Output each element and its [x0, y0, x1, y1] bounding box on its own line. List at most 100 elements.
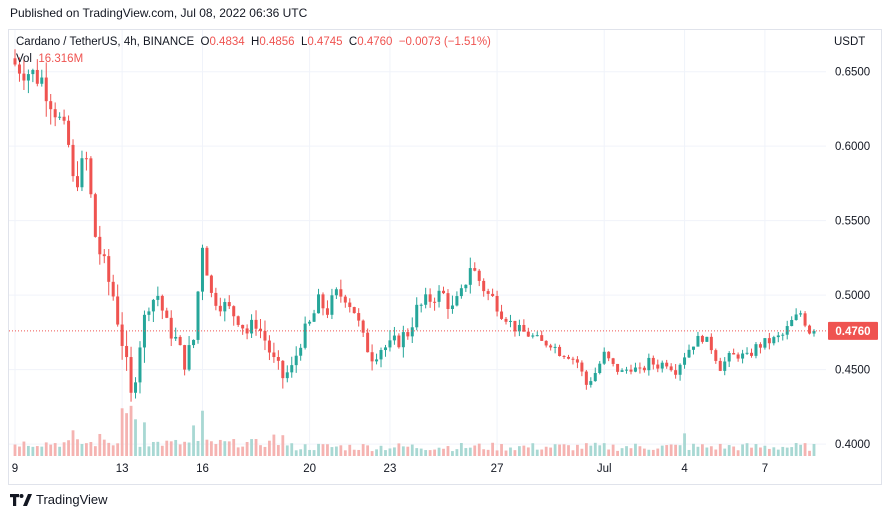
- candle-body: [808, 325, 812, 334]
- volume-bar: [732, 446, 736, 456]
- x-tick-label: 13: [116, 463, 129, 475]
- candle-body: [71, 144, 75, 177]
- volume-bar: [375, 449, 378, 456]
- volume-bar: [692, 443, 695, 456]
- x-tick-label: 23: [384, 463, 397, 475]
- candle-body: [125, 345, 129, 358]
- volume-bar: [44, 442, 48, 456]
- x-tick-label: 16: [196, 463, 209, 475]
- volume-bar: [531, 443, 535, 456]
- candle-body: [566, 356, 570, 359]
- volume-bar: [205, 439, 209, 456]
- low-label: L: [300, 36, 308, 48]
- candle-body: [111, 281, 115, 297]
- open-label: O: [200, 36, 210, 48]
- volume-bar: [62, 442, 66, 456]
- chart-frame[interactable]: [8, 29, 882, 485]
- volume-bar: [214, 444, 218, 456]
- volume-bar: [174, 439, 178, 456]
- candle-body: [508, 320, 512, 322]
- volume-bar: [40, 446, 44, 456]
- close-value: 0.4760: [357, 36, 393, 48]
- volume-bar: [558, 444, 561, 456]
- candle-body: [647, 357, 651, 371]
- candle-body: [549, 345, 553, 348]
- candle-body: [709, 336, 713, 351]
- candle-body: [683, 357, 687, 365]
- volume-bar: [611, 444, 615, 456]
- candle-body: [22, 73, 26, 81]
- volume-bar: [647, 449, 651, 456]
- volume-bar: [656, 448, 660, 456]
- candle-body: [544, 340, 548, 346]
- candle-body: [339, 289, 343, 297]
- candle-body: [611, 358, 615, 364]
- candle-body: [254, 319, 258, 329]
- volume-bar: [143, 422, 146, 456]
- open-value: 0.4834: [209, 36, 245, 48]
- volume-bar: [486, 449, 490, 456]
- candle-body: [620, 370, 624, 372]
- volume-bar: [303, 444, 307, 456]
- candle-body: [75, 176, 79, 188]
- candle-body: [218, 305, 222, 312]
- volume-bar: [241, 446, 245, 456]
- volume-bar: [85, 443, 88, 456]
- candle-body: [638, 367, 642, 369]
- candle-body: [642, 367, 646, 371]
- volume-bar: [607, 449, 611, 456]
- tradingview-brand[interactable]: TradingView: [10, 492, 108, 507]
- x-tick-label: 7: [762, 463, 768, 475]
- candle-body: [392, 335, 396, 341]
- candle-body: [183, 345, 187, 370]
- candle-body: [651, 357, 655, 365]
- candle-body: [674, 370, 678, 375]
- volume-bar: [330, 447, 334, 456]
- volume-bar: [790, 447, 794, 456]
- candle-body: [767, 338, 771, 344]
- candle-body: [415, 304, 419, 328]
- volume-bar: [629, 448, 633, 456]
- candle-body: [276, 357, 280, 361]
- candle-body: [486, 291, 490, 294]
- candle-body: [781, 334, 785, 336]
- candle-body: [714, 350, 718, 361]
- volume-bar: [276, 445, 280, 456]
- volume-bar: [18, 446, 21, 456]
- symbol-label: Cardano / TetherUS, 4h, BINANCE: [16, 36, 195, 48]
- volume-bar: [544, 446, 548, 456]
- volume-value: 16.316M: [38, 53, 84, 65]
- volume-bar: [634, 443, 637, 456]
- volume-bar: [102, 439, 106, 456]
- candle-body: [633, 367, 637, 372]
- volume-bar: [361, 444, 365, 456]
- volume-bar: [723, 448, 727, 456]
- volume-bar: [89, 442, 93, 456]
- candle-body: [593, 372, 597, 382]
- volume-bar: [107, 442, 111, 456]
- candle-body: [370, 352, 374, 362]
- candle-body: [812, 330, 816, 334]
- currency-label: USDT: [834, 36, 866, 48]
- candle-body: [366, 332, 370, 353]
- volume-bar: [705, 447, 709, 456]
- candle-body: [80, 158, 84, 188]
- candle-body: [321, 294, 325, 309]
- volume-bar: [147, 446, 151, 456]
- candle-body: [584, 371, 588, 385]
- volume-bar: [625, 446, 628, 456]
- candle-body: [750, 352, 754, 356]
- candle-body: [134, 382, 138, 393]
- volume-bar: [446, 446, 450, 456]
- volume-bar: [388, 448, 392, 456]
- candle-body: [169, 317, 173, 339]
- volume-bar: [178, 444, 182, 456]
- candle-body: [522, 324, 526, 332]
- volume-bar: [549, 447, 553, 456]
- candle-body: [580, 362, 584, 372]
- high-value: 0.4856: [259, 36, 295, 48]
- volume-bar: [317, 443, 320, 456]
- volume-bar: [580, 448, 584, 456]
- candle-body: [598, 363, 602, 373]
